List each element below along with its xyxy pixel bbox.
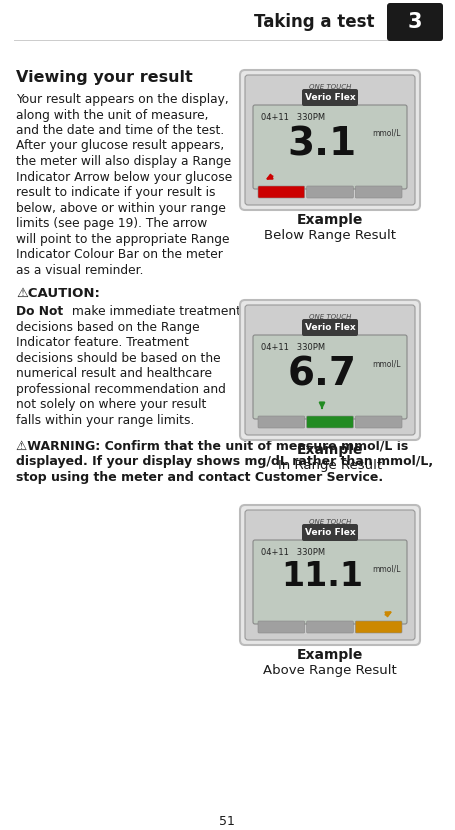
Text: After your glucose result appears,: After your glucose result appears, (16, 139, 224, 153)
Text: result to indicate if your result is: result to indicate if your result is (16, 186, 216, 199)
FancyBboxPatch shape (253, 335, 407, 419)
Text: professional recommendation and: professional recommendation and (16, 383, 226, 396)
FancyBboxPatch shape (307, 416, 354, 428)
Text: 51: 51 (219, 815, 235, 828)
Text: Your result appears on the display,: Your result appears on the display, (16, 93, 229, 106)
Text: Taking a test: Taking a test (254, 13, 375, 31)
Text: Verio Flex: Verio Flex (305, 528, 355, 537)
Text: not solely on where your result: not solely on where your result (16, 398, 207, 411)
Text: as a visual reminder.: as a visual reminder. (16, 263, 143, 276)
Text: 3: 3 (408, 12, 422, 32)
FancyBboxPatch shape (253, 540, 407, 624)
Text: displayed. If your display shows mg/dL rather than mmol/L,: displayed. If your display shows mg/dL r… (16, 455, 433, 468)
Text: Indicator feature. Treatment: Indicator feature. Treatment (16, 336, 189, 349)
FancyBboxPatch shape (258, 416, 305, 428)
Text: limits (see page 19). The arrow: limits (see page 19). The arrow (16, 217, 207, 230)
Text: 11.1: 11.1 (281, 560, 363, 593)
Text: will point to the appropriate Range: will point to the appropriate Range (16, 232, 229, 246)
Text: mmol/L: mmol/L (373, 359, 401, 368)
Text: Do Not: Do Not (16, 305, 63, 318)
FancyBboxPatch shape (258, 621, 305, 633)
FancyBboxPatch shape (253, 105, 407, 189)
Text: Example: Example (297, 648, 363, 662)
Text: Indicator Arrow below your glucose: Indicator Arrow below your glucose (16, 170, 232, 183)
Text: Example: Example (297, 213, 363, 227)
Text: falls within your range limits.: falls within your range limits. (16, 413, 194, 427)
FancyBboxPatch shape (240, 505, 420, 645)
Text: ONE TOUCH: ONE TOUCH (309, 84, 351, 90)
Text: and the date and time of the test.: and the date and time of the test. (16, 124, 224, 137)
FancyBboxPatch shape (240, 70, 420, 210)
Text: stop using the meter and contact Customer Service.: stop using the meter and contact Custome… (16, 471, 383, 484)
Text: numerical result and healthcare: numerical result and healthcare (16, 367, 212, 380)
Text: 04+11   330PM: 04+11 330PM (261, 343, 325, 352)
Text: 04+11   330PM: 04+11 330PM (261, 548, 325, 557)
Text: Below Range Result: Below Range Result (264, 229, 396, 242)
FancyBboxPatch shape (245, 510, 415, 640)
FancyBboxPatch shape (387, 3, 443, 41)
Text: below, above or within your range: below, above or within your range (16, 202, 226, 214)
Text: make immediate treatment: make immediate treatment (68, 305, 241, 318)
Text: Verio Flex: Verio Flex (305, 323, 355, 332)
Text: Viewing your result: Viewing your result (16, 70, 193, 85)
Text: ONE TOUCH: ONE TOUCH (309, 519, 351, 525)
Text: Indicator Colour Bar on the meter: Indicator Colour Bar on the meter (16, 248, 223, 261)
Text: ⚠WARNING: Confirm that the unit of measure mmol/L is: ⚠WARNING: Confirm that the unit of measu… (16, 439, 408, 452)
FancyBboxPatch shape (355, 621, 402, 633)
Text: mmol/L: mmol/L (373, 564, 401, 573)
Text: In Range Result: In Range Result (278, 459, 382, 472)
Text: mmol/L: mmol/L (373, 129, 401, 138)
FancyBboxPatch shape (245, 305, 415, 435)
Text: Example: Example (297, 443, 363, 457)
Text: Verio Flex: Verio Flex (305, 93, 355, 102)
Text: 04+11   330PM: 04+11 330PM (261, 113, 325, 122)
Text: ⚠CAUTION:: ⚠CAUTION: (16, 287, 100, 300)
FancyBboxPatch shape (302, 319, 358, 336)
FancyBboxPatch shape (355, 416, 402, 428)
Text: decisions should be based on the: decisions should be based on the (16, 351, 221, 364)
Text: ONE TOUCH: ONE TOUCH (309, 314, 351, 320)
Text: Above Range Result: Above Range Result (263, 664, 397, 677)
FancyBboxPatch shape (307, 186, 354, 198)
FancyBboxPatch shape (258, 186, 305, 198)
FancyBboxPatch shape (355, 186, 402, 198)
FancyBboxPatch shape (240, 300, 420, 440)
Text: decisions based on the Range: decisions based on the Range (16, 320, 200, 334)
FancyBboxPatch shape (307, 621, 354, 633)
FancyBboxPatch shape (302, 89, 358, 106)
Text: 6.7: 6.7 (288, 355, 357, 393)
Text: 3.1: 3.1 (288, 125, 357, 163)
Text: the meter will also display a Range: the meter will also display a Range (16, 155, 231, 168)
FancyBboxPatch shape (302, 524, 358, 541)
FancyBboxPatch shape (245, 75, 415, 205)
Text: along with the unit of measure,: along with the unit of measure, (16, 109, 208, 121)
